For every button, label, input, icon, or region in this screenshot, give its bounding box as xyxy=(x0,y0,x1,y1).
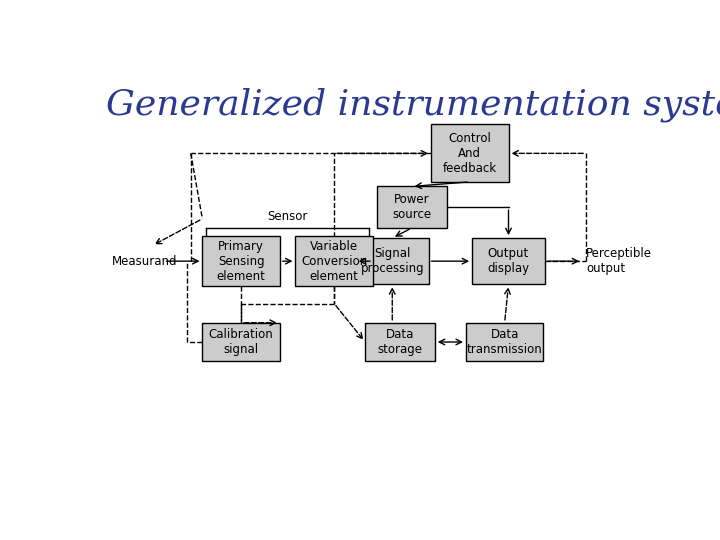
Text: Output
display: Output display xyxy=(487,247,530,275)
Text: Generalized instrumentation system: Generalized instrumentation system xyxy=(106,88,720,123)
FancyBboxPatch shape xyxy=(472,238,545,284)
FancyBboxPatch shape xyxy=(431,125,508,182)
FancyBboxPatch shape xyxy=(356,238,429,284)
Text: Variable
Conversion
element: Variable Conversion element xyxy=(301,240,367,282)
Text: Measurand: Measurand xyxy=(112,255,177,268)
FancyBboxPatch shape xyxy=(466,323,544,361)
FancyBboxPatch shape xyxy=(202,323,280,361)
Text: Data
transmission: Data transmission xyxy=(467,328,542,356)
Text: Calibration
signal: Calibration signal xyxy=(209,328,274,356)
FancyBboxPatch shape xyxy=(377,186,446,228)
FancyBboxPatch shape xyxy=(365,323,435,361)
Text: Power
source: Power source xyxy=(392,193,431,221)
Text: Control
And
feedback: Control And feedback xyxy=(443,132,497,175)
Text: Data
storage: Data storage xyxy=(377,328,423,356)
Text: Perceptible
output: Perceptible output xyxy=(586,247,652,275)
Text: Signal
processing: Signal processing xyxy=(361,247,424,275)
FancyBboxPatch shape xyxy=(202,236,280,286)
FancyBboxPatch shape xyxy=(295,236,373,286)
Text: Sensor: Sensor xyxy=(267,210,308,222)
Text: Primary
Sensing
element: Primary Sensing element xyxy=(217,240,266,282)
